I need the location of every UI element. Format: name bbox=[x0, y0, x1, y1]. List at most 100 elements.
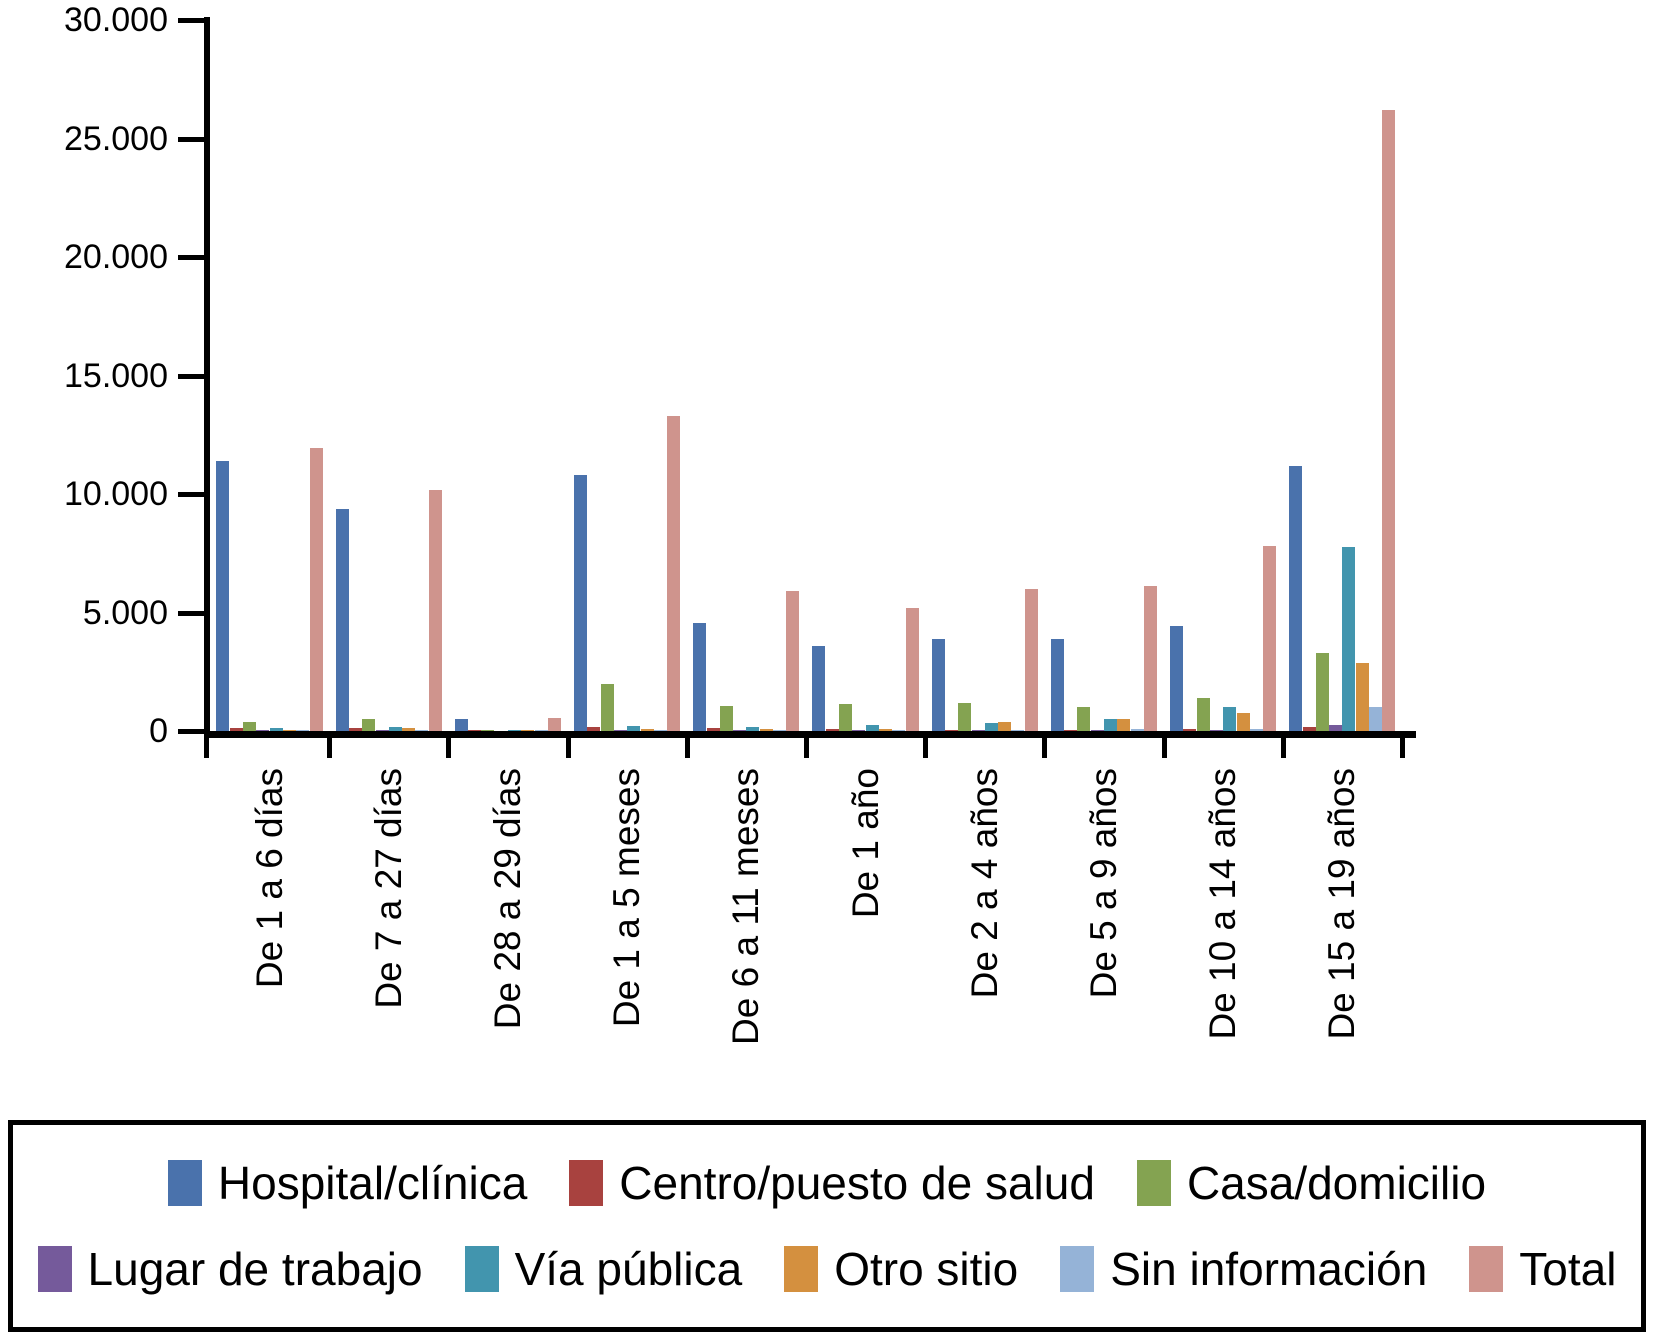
bar-casa-domicilio bbox=[1315, 653, 1329, 731]
category-label-text: De 1 a 5 meses bbox=[606, 768, 648, 1028]
legend-box: Hospital/clínica Centro/puesto de salud Ca… bbox=[8, 1120, 1646, 1332]
x-axis-tick bbox=[1400, 731, 1405, 758]
category-label: De 15 a 19 años bbox=[1283, 768, 1402, 1113]
category-label: De 1 a 5 meses bbox=[568, 768, 687, 1113]
legend-swatch-casa-domicilio bbox=[1136, 1160, 1171, 1207]
bar-hospital-cl-nica bbox=[1289, 466, 1303, 731]
bar-centro-puesto-de-salud bbox=[944, 730, 958, 731]
legend-swatch-sin-informaci-n bbox=[1060, 1245, 1095, 1292]
y-axis-line bbox=[204, 17, 210, 738]
x-axis-tick bbox=[565, 731, 571, 758]
bar-total bbox=[1382, 110, 1396, 731]
legend-item: Lugar de trabajo bbox=[37, 1242, 423, 1296]
bar-centro-puesto-de-salud bbox=[706, 728, 720, 731]
legend-swatch-hospital-cl-nica bbox=[167, 1160, 202, 1207]
x-axis-tick bbox=[923, 731, 929, 758]
legend-swatch-lugar-de-trabajo bbox=[37, 1245, 72, 1292]
category-label-text: De 1 a 6 días bbox=[248, 768, 290, 989]
bar-lugar-de-trabajo bbox=[852, 730, 866, 731]
x-axis-tick bbox=[204, 731, 209, 758]
legend-label: Centro/puesto de salud bbox=[619, 1157, 1095, 1210]
bar-casa-domicilio bbox=[839, 704, 852, 731]
bar-centro-puesto-de-salud bbox=[348, 728, 362, 731]
x-axis-tick bbox=[1042, 731, 1048, 758]
bar-lugar-de-trabajo bbox=[375, 730, 389, 731]
bar-otro-sitio bbox=[1117, 719, 1131, 731]
category-label-text: De 10 a 14 años bbox=[1202, 768, 1244, 1040]
plot-area: 0 5.000 10.000 15.000 20.000 25.000 30.000 De … bbox=[64, 1, 1416, 1113]
bar-total bbox=[547, 718, 561, 731]
legend-label: Otro sitio bbox=[834, 1242, 1019, 1295]
bar-hospital-cl-nica bbox=[216, 461, 230, 731]
legend-label: Casa/domicilio bbox=[1186, 1157, 1487, 1210]
x-axis-line bbox=[204, 731, 1416, 738]
bar-v-a-p-blica bbox=[1342, 547, 1356, 731]
bar-v-a-p-blica bbox=[508, 730, 521, 731]
bar-casa-domicilio bbox=[719, 706, 733, 731]
bar-total bbox=[1143, 586, 1157, 731]
legend-item: Total bbox=[1469, 1242, 1616, 1296]
category-label: De 10 a 14 años bbox=[1164, 768, 1283, 1113]
bar-centro-puesto-de-salud bbox=[825, 729, 839, 731]
category-label-text: De 7 a 27 días bbox=[367, 768, 409, 1009]
x-axis-tick bbox=[1161, 731, 1167, 758]
bar-hospital-cl-nica bbox=[574, 475, 587, 731]
bar-casa-domicilio bbox=[243, 722, 256, 731]
x-axis-tick bbox=[1280, 731, 1286, 758]
legend-swatch-v-a-p-blica bbox=[464, 1245, 499, 1292]
bar-otro-sitio bbox=[759, 729, 773, 731]
bar-v-a-p-blica bbox=[388, 727, 402, 731]
bar-sin-informaci-n bbox=[773, 730, 786, 731]
bar-otro-sitio bbox=[998, 722, 1012, 731]
bar-lugar-de-trabajo bbox=[733, 730, 747, 731]
y-axis-tick bbox=[178, 255, 204, 260]
bar-centro-puesto-de-salud bbox=[468, 730, 482, 731]
bar-lugar-de-trabajo bbox=[1090, 730, 1104, 731]
category-label-text: De 2 a 4 años bbox=[963, 768, 1005, 999]
y-axis-tick bbox=[178, 492, 204, 497]
bar-casa-domicilio bbox=[600, 684, 614, 731]
category-label: De 1 año bbox=[806, 768, 925, 1113]
bar-lugar-de-trabajo bbox=[1329, 725, 1343, 731]
legend-item: Vía pública bbox=[464, 1242, 742, 1296]
bar-v-a-p-blica bbox=[627, 726, 641, 731]
bar-hospital-cl-nica bbox=[931, 639, 945, 731]
y-axis-tick-label: 5.000 bbox=[82, 593, 168, 632]
legend-item: Sin información bbox=[1060, 1242, 1427, 1296]
bar-total bbox=[428, 490, 442, 731]
category-label: De 5 a 9 años bbox=[1044, 768, 1163, 1113]
bar-centro-puesto-de-salud bbox=[1183, 729, 1197, 731]
bar-sin-informaci-n bbox=[296, 730, 310, 731]
bar-total bbox=[905, 608, 919, 731]
category-label-text: De 28 a 29 días bbox=[486, 768, 528, 1030]
bar-sin-informaci-n bbox=[534, 730, 548, 731]
bar-otro-sitio bbox=[640, 729, 654, 731]
y-axis-tick-label: 30.000 bbox=[64, 1, 168, 39]
bar-centro-puesto-de-salud bbox=[1302, 727, 1316, 731]
category-label-text: De 6 a 11 meses bbox=[725, 768, 767, 1045]
x-axis-tick bbox=[327, 731, 333, 758]
bar-hospital-cl-nica bbox=[1170, 626, 1183, 731]
bar-lugar-de-trabajo bbox=[613, 730, 627, 731]
bar-casa-domicilio bbox=[362, 719, 376, 731]
category-label: De 2 a 4 años bbox=[925, 768, 1044, 1113]
legend-label: Lugar de trabajo bbox=[87, 1242, 423, 1295]
category-label-text: De 5 a 9 años bbox=[1082, 768, 1124, 999]
category-label-text: De 1 año bbox=[844, 768, 886, 919]
bar-total bbox=[1024, 589, 1038, 731]
bar-lugar-de-trabajo bbox=[256, 730, 270, 731]
y-axis-tick-label: 20.000 bbox=[64, 238, 168, 276]
bar-sin-informaci-n bbox=[415, 730, 429, 731]
y-axis-tick bbox=[178, 373, 204, 379]
bar-hospital-cl-nica bbox=[335, 509, 349, 731]
category-label: De 28 a 29 días bbox=[448, 768, 567, 1113]
x-axis-tick bbox=[684, 731, 690, 758]
category-label: De 6 a 11 meses bbox=[687, 768, 806, 1113]
bar-otro-sitio bbox=[1355, 663, 1369, 731]
bar-hospital-cl-nica bbox=[693, 623, 707, 731]
bar-v-a-p-blica bbox=[1104, 719, 1117, 731]
bar-sin-informaci-n bbox=[892, 730, 906, 731]
category-label: De 1 a 6 días bbox=[210, 768, 329, 1113]
x-axis-tick bbox=[446, 731, 452, 758]
